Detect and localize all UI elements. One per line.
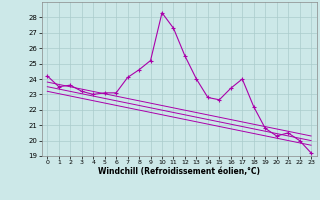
- X-axis label: Windchill (Refroidissement éolien,°C): Windchill (Refroidissement éolien,°C): [98, 167, 260, 176]
